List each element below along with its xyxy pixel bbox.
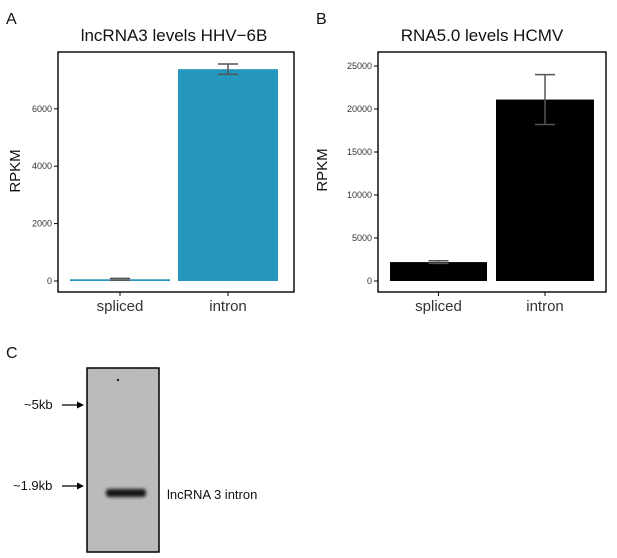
blot-texture bbox=[87, 368, 159, 552]
chart-b-x-tick-label-spliced: spliced bbox=[415, 298, 462, 315]
marker-arrow-5kb-icon bbox=[77, 401, 84, 409]
chart-b-y-tick-label: 10000 bbox=[347, 190, 372, 200]
blot-speck bbox=[116, 378, 120, 382]
marker-label-5kb: ~5kb bbox=[24, 397, 53, 412]
blot-band-1-9kb bbox=[106, 489, 146, 497]
panel-label-b: B bbox=[316, 11, 327, 28]
northern-blot-panel: C ~5kb ~1.9kb lncRNA 3 intron bbox=[6, 345, 257, 553]
chart-b-y-axis-label: RPKM bbox=[314, 148, 331, 191]
chart-a-plot-frame bbox=[57, 51, 295, 293]
chart-b-y-tick-label: 15000 bbox=[347, 147, 372, 157]
chart-a-y-tick-label: 4000 bbox=[32, 161, 52, 171]
chart-a: A lncRNA3 levels HHV−6B RPKM 0 2000 4000 60… bbox=[6, 11, 295, 315]
chart-a-y-axis-label: RPKM bbox=[7, 149, 24, 192]
chart-b-y-tick-label: 0 bbox=[367, 276, 372, 286]
chart-b-bar-spliced bbox=[390, 262, 487, 281]
chart-b-x-tick-label-intron: intron bbox=[526, 298, 564, 315]
chart-a-bar-intron bbox=[178, 69, 278, 281]
chart-b-title: RNA5.0 levels HCMV bbox=[401, 26, 564, 45]
chart-b-y-tick-label: 25000 bbox=[347, 61, 372, 71]
blot-border bbox=[86, 367, 160, 553]
band-label: lncRNA 3 intron bbox=[167, 487, 257, 502]
chart-b-bar-intron bbox=[496, 99, 594, 281]
panel-label-c: C bbox=[6, 345, 18, 362]
marker-label-1-9kb: ~1.9kb bbox=[13, 478, 52, 493]
chart-a-y-tick-label: 0 bbox=[47, 276, 52, 286]
chart-a-y-tick-label: 6000 bbox=[32, 104, 52, 114]
chart-a-x-tick-label-spliced: spliced bbox=[97, 298, 144, 315]
chart-b-y-tick-label: 5000 bbox=[352, 233, 372, 243]
chart-b: B RNA5.0 levels HCMV RPKM 0 5000 10000 1500… bbox=[314, 11, 607, 315]
chart-a-x-tick-label-intron: intron bbox=[209, 298, 247, 315]
marker-arrow-1-9kb-icon bbox=[77, 482, 84, 490]
chart-a-y-tick-label: 2000 bbox=[32, 219, 52, 229]
chart-b-plot-frame bbox=[377, 51, 607, 293]
chart-b-y-tick-label: 20000 bbox=[347, 104, 372, 114]
chart-a-title: lncRNA3 levels HHV−6B bbox=[81, 26, 268, 45]
panel-label-a: A bbox=[6, 11, 17, 28]
